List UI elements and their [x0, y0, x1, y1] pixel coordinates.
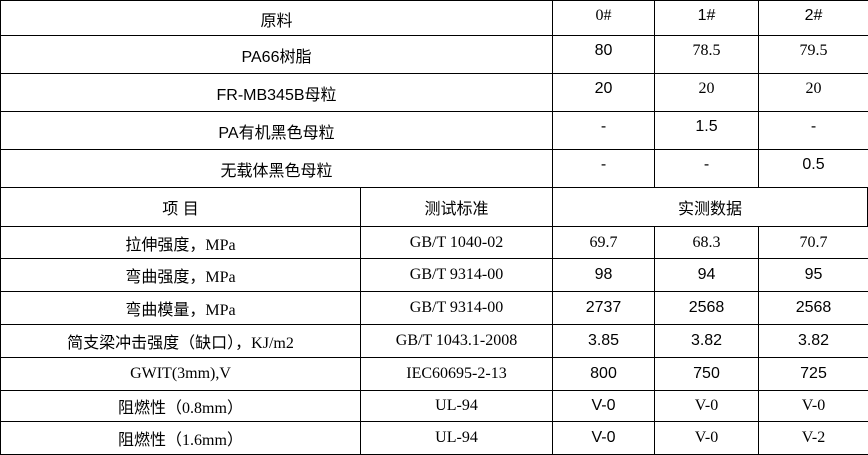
measured-value: 2568 — [655, 292, 759, 325]
material-name: FR-MB345B母粒 — [1, 74, 553, 112]
header-standard: 测试标准 — [361, 188, 553, 227]
material-amount: - — [553, 112, 655, 150]
test-standard: GB/T 1043.1-2008 — [361, 325, 553, 358]
measured-value: 2568 — [759, 292, 868, 325]
measured-value: 725 — [759, 358, 868, 391]
measured-value: 800 — [553, 358, 655, 391]
header-sample-1: 1# — [655, 1, 759, 36]
property-name: 阻燃性（1.6mm） — [1, 422, 361, 455]
measured-value: V-0 — [759, 391, 868, 422]
header-material: 原料 — [1, 1, 553, 36]
test-standard: IEC60695-2-13 — [361, 358, 553, 391]
material-amount: - — [553, 150, 655, 188]
header-sample-0: 0# — [553, 1, 655, 36]
material-name: PA66树脂 — [1, 36, 553, 74]
material-amount: 20 — [655, 74, 759, 112]
material-amount: 0.5 — [759, 150, 868, 188]
measured-value: V-0 — [655, 422, 759, 455]
property-name: GWIT(3mm),V — [1, 358, 361, 391]
material-amount: - — [759, 112, 868, 150]
test-standard: GB/T 1040-02 — [361, 227, 553, 259]
material-name: PA有机黑色母粒 — [1, 112, 553, 150]
measured-value: V-0 — [553, 391, 655, 422]
header-item: 项 目 — [1, 188, 361, 227]
test-standard: UL-94 — [361, 422, 553, 455]
measured-value: 68.3 — [655, 227, 759, 259]
header-sample-2: 2# — [759, 1, 868, 36]
measured-value: V-0 — [553, 422, 655, 455]
formulation-row: 无载体黑色母粒--0.5 — [1, 150, 868, 188]
material-amount: 79.5 — [759, 36, 868, 74]
measured-value: 3.82 — [759, 325, 868, 358]
measured-value: 750 — [655, 358, 759, 391]
test-standard: GB/T 9314-00 — [361, 259, 553, 292]
header-measured: 实测数据 — [553, 188, 868, 227]
measured-value: 3.85 — [553, 325, 655, 358]
property-name: 弯曲强度，MPa — [1, 259, 361, 292]
material-amount: 1.5 — [655, 112, 759, 150]
measured-value: 2737 — [553, 292, 655, 325]
property-name: 弯曲模量，MPa — [1, 292, 361, 325]
material-amount: 20 — [553, 74, 655, 112]
property-name: 简支梁冲击强度（缺口），KJ/m2 — [1, 325, 361, 358]
measured-value: 70.7 — [759, 227, 868, 259]
property-name: 拉伸强度，MPa — [1, 227, 361, 259]
material-amount: - — [655, 150, 759, 188]
measured-value: V-0 — [655, 391, 759, 422]
properties-header-row: 项 目测试标准实测数据 — [1, 188, 868, 227]
measured-value: 3.82 — [655, 325, 759, 358]
test-standard: GB/T 9314-00 — [361, 292, 553, 325]
test-standard: UL-94 — [361, 391, 553, 422]
measured-value: 98 — [553, 259, 655, 292]
material-amount: 80 — [553, 36, 655, 74]
material-name: 无载体黑色母粒 — [1, 150, 553, 188]
measured-value: 95 — [759, 259, 868, 292]
material-amount: 78.5 — [655, 36, 759, 74]
material-amount: 20 — [759, 74, 868, 112]
measured-value: V-2 — [759, 422, 868, 455]
measured-value: 69.7 — [553, 227, 655, 259]
formulation-row: PA有机黑色母粒-1.5- — [1, 112, 868, 150]
property-name: 阻燃性（0.8mm） — [1, 391, 361, 422]
measured-value: 94 — [655, 259, 759, 292]
